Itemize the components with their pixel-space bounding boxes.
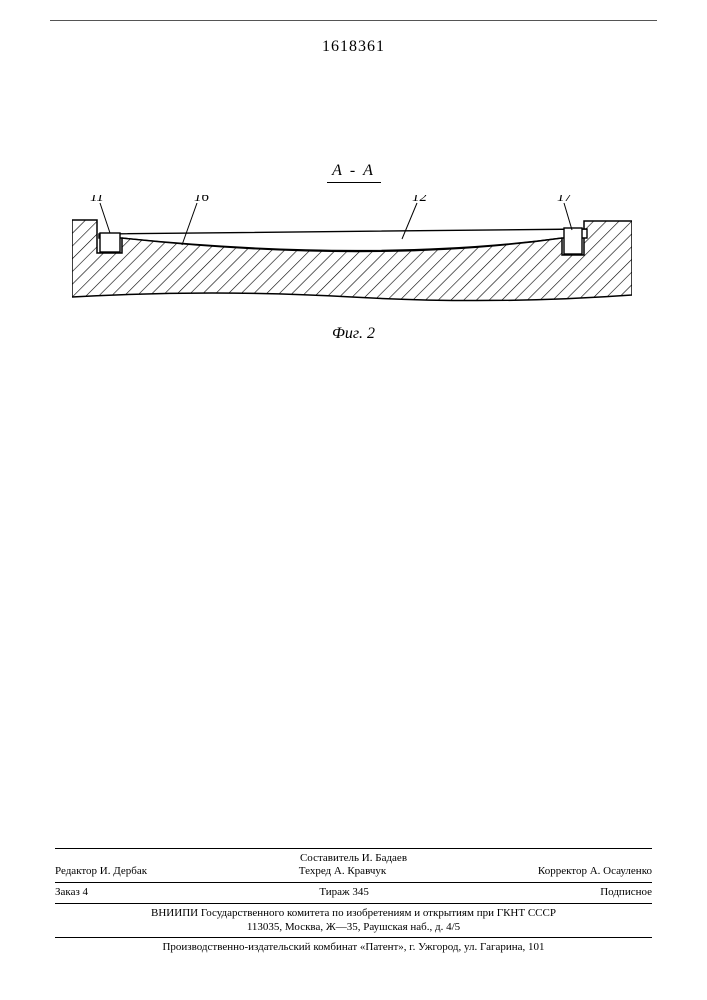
footer-block: Составитель И. Бадаев Редактор И. Дербак… [55,845,652,956]
footer-line1: ВНИИПИ Государственного комитета по изоб… [55,907,652,921]
footer-line3: Производственно-издательский комбинат «П… [55,941,652,955]
callout-17: 17 [557,195,574,205]
footer-corrector: Корректор А. Осауленко [538,865,652,879]
figure-caption: Фиг. 2 [332,325,375,343]
callout-12: 12 [412,195,428,205]
callout-16: 16 [194,195,210,205]
footer-tech-editor: Техред А. Кравчук [299,865,386,879]
footer-print-run: Тираж 345 [319,886,369,900]
page-number: 1618361 [322,38,385,56]
cross-section-diagram: 11 16 12 17 [72,195,632,315]
footer-subscription: Подписное [600,886,652,900]
footer-order: Заказ 4 [55,886,88,900]
top-rule [50,20,657,21]
section-label: А - А [332,162,375,180]
footer-line2: 113035, Москва, Ж—35, Раушская наб., д. … [55,921,652,935]
section-underline [327,182,381,183]
footer-compiler: Составитель И. Бадаев [55,852,652,866]
callout-11: 11 [90,195,104,205]
footer-editor: Редактор И. Дербак [55,865,147,879]
